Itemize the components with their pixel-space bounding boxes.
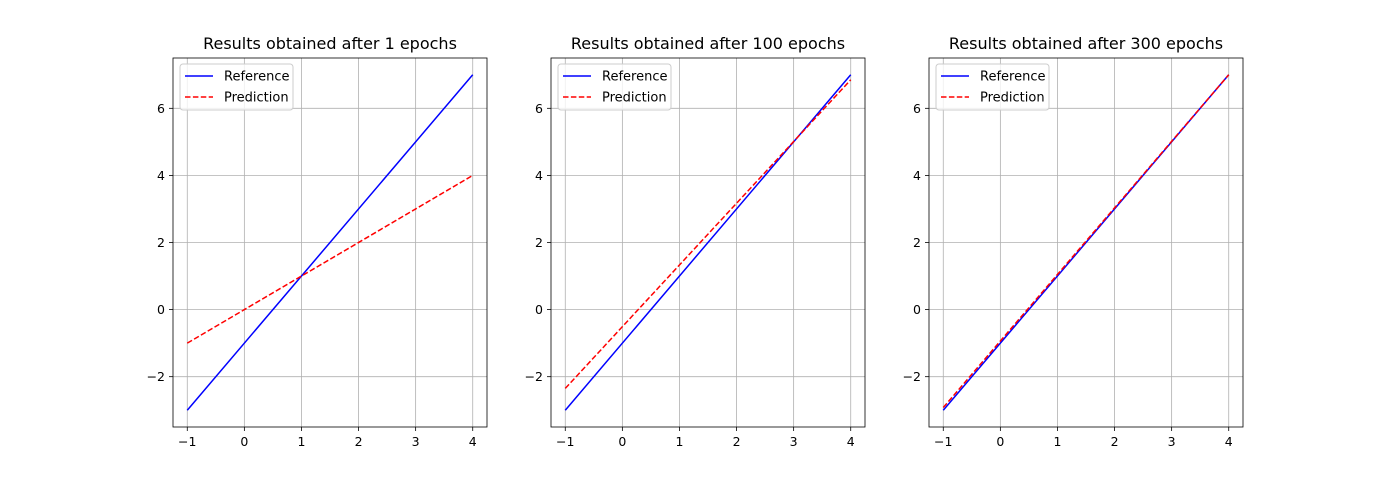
subplot-title: Results obtained after 300 epochs <box>949 34 1223 53</box>
y-tick-label: 0 <box>913 302 921 317</box>
x-tick-label: −1 <box>178 434 196 449</box>
y-tick-label: 4 <box>913 168 921 183</box>
x-tick-label: −1 <box>934 434 952 449</box>
legend-label-reference: Reference <box>224 70 289 85</box>
x-tick-label: 2 <box>733 434 741 449</box>
x-tick-label: 1 <box>675 434 683 449</box>
x-tick-label: 3 <box>790 434 798 449</box>
y-tick-label: 6 <box>157 101 165 116</box>
subplot-3: −1 0 1 2 3 4 −2 0 2 4 6 Results obtained after 300 … <box>903 34 1244 449</box>
x-tick-label: 1 <box>1053 434 1061 449</box>
y-tick-label: −2 <box>525 369 543 384</box>
legend-label-reference: Reference <box>602 70 667 85</box>
x-tick-label: −1 <box>556 434 574 449</box>
series-line-reference <box>186 74 474 411</box>
legend: Reference Prediction <box>935 63 1050 111</box>
y-tick-label: 0 <box>535 302 543 317</box>
subplot-1: −1 0 1 2 3 4 −2 0 2 4 6 Results obtained after 1 ep… <box>147 34 488 449</box>
series-line-prediction <box>186 174 474 344</box>
y-tick-label: 6 <box>913 101 921 116</box>
x-tick-label: 1 <box>297 434 305 449</box>
y-tick-label: 2 <box>157 235 165 250</box>
legend: Reference Prediction <box>179 63 294 111</box>
y-tick-label: 6 <box>535 101 543 116</box>
legend-label-prediction: Prediction <box>224 91 289 106</box>
x-tick-label: 0 <box>618 434 626 449</box>
series-line-prediction <box>564 79 852 389</box>
x-tick-label: 2 <box>355 434 363 449</box>
x-tick-label: 0 <box>240 434 248 449</box>
x-tick-label: 3 <box>1168 434 1176 449</box>
series-line-prediction <box>942 74 1230 409</box>
subplot-2: −1 0 1 2 3 4 −2 0 2 4 6 Results obtained after 100 … <box>525 34 866 449</box>
legend-label-prediction: Prediction <box>980 91 1045 106</box>
x-tick-label: 0 <box>996 434 1004 449</box>
y-tick-label: −2 <box>903 369 921 384</box>
y-tick-label: 2 <box>535 235 543 250</box>
legend-label-reference: Reference <box>980 70 1045 85</box>
y-tick-label: 4 <box>157 168 165 183</box>
x-tick-label: 4 <box>469 434 477 449</box>
subplot-title: Results obtained after 100 epochs <box>571 34 845 53</box>
x-tick-label: 4 <box>847 434 855 449</box>
y-tick-label: 0 <box>157 302 165 317</box>
y-tick-label: 2 <box>913 235 921 250</box>
subplot-title: Results obtained after 1 epochs <box>203 34 457 53</box>
legend: Reference Prediction <box>557 63 672 111</box>
y-tick-label: −2 <box>147 369 165 384</box>
legend-label-prediction: Prediction <box>602 91 667 106</box>
x-tick-label: 3 <box>412 434 420 449</box>
x-tick-label: 2 <box>1111 434 1119 449</box>
y-tick-label: 4 <box>535 168 543 183</box>
x-tick-label: 4 <box>1225 434 1233 449</box>
